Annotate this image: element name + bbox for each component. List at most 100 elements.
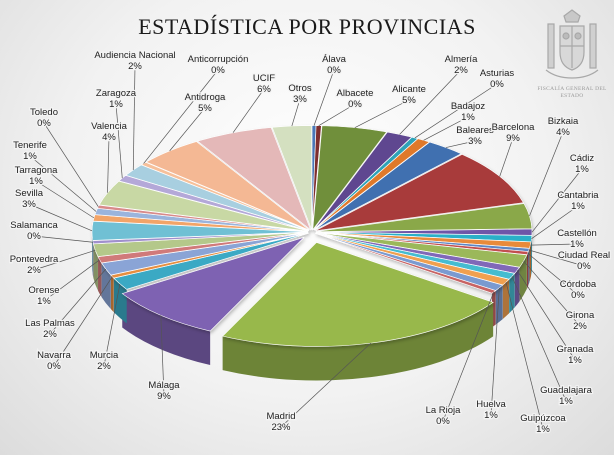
slice-label-13: Córdoba 0%: [560, 279, 597, 301]
slice-name: Málaga: [148, 380, 180, 391]
slice-label-14: Girona 2%: [566, 310, 595, 332]
slice-percent: 4%: [556, 127, 570, 138]
slice-percent: 1%: [23, 151, 37, 162]
slice-labels: Álava 0%Álava 0%Albacete 0%Albacete 0%Alican…: [8, 49, 611, 437]
slice-37: [196, 127, 312, 231]
slice-label-halo-10: Cantabria 1%: [557, 190, 599, 212]
slice-name: Guipúzcoa: [520, 413, 566, 424]
slice-name: Castellón: [557, 228, 597, 239]
slice-name: Murcia: [90, 350, 119, 361]
slice-side-17: [502, 279, 510, 319]
slice-7: [315, 154, 524, 232]
slice-label-halo-3: Almería 2%: [445, 54, 478, 76]
slice-percent: 6%: [257, 84, 271, 95]
slice-percent: 9%: [506, 133, 520, 144]
leader-line-28: [28, 203, 93, 232]
slice-name: Álava: [322, 54, 346, 65]
slice-percent: 1%: [575, 164, 589, 175]
logo: FISCALÍA GENERAL DEL ESTADO: [536, 8, 608, 108]
slice-name: Navarra: [37, 350, 72, 361]
slice-name: Albacete: [337, 88, 374, 99]
leader-line-6: [445, 140, 476, 148]
slice-label-2: Alicante 5%: [392, 84, 426, 106]
slice-label-7: Barcelona 9%: [492, 122, 535, 144]
leader-line-15: [516, 270, 576, 361]
slice-label-halo-1: Albacete 0%: [337, 88, 374, 110]
slice-2: [312, 125, 388, 231]
slice-label-halo-17: Guipúzcoa 1%: [520, 413, 566, 435]
slice-label-halo-36: Antidroga 5%: [185, 92, 226, 114]
slice-label-halo-6: Baleares 3%: [456, 125, 494, 147]
slice-name: Granada: [557, 344, 595, 355]
slice-label-halo-33: Zaragoza 1%: [96, 88, 137, 110]
slice-percent: 2%: [97, 361, 111, 372]
slice-label-halo-2: Alicante 5%: [392, 84, 426, 106]
slice-label-23: Navarra 0%: [37, 350, 72, 372]
slice-name: Baleares: [456, 125, 494, 136]
slice-label-32: Valencia 4%: [91, 121, 127, 143]
leader-line-20: [280, 342, 372, 428]
slice-name: Asturias: [480, 68, 515, 79]
slice-label-halo-18: Huelva 1%: [476, 399, 506, 421]
slice-side-14: [519, 254, 527, 302]
slice-percent: 0%: [348, 99, 362, 110]
slice-name: Sevilla: [15, 188, 44, 199]
slice-side-22: [113, 278, 127, 324]
slice-percent: 3%: [468, 136, 482, 147]
slice-name: Valencia: [91, 121, 127, 132]
slice-31: [97, 204, 309, 232]
slice-percent: 9%: [506, 133, 520, 144]
slice-label-halo-11: Castellón 1%: [557, 228, 597, 250]
slice-name: Badajoz: [451, 101, 486, 112]
slice-label-halo-26: Pontevedra 2%: [10, 254, 59, 276]
slice-name: Audiencia Nacional: [94, 50, 175, 61]
slice-name: Tarragona: [15, 165, 58, 176]
slice-name: Anticorrupción: [188, 54, 249, 65]
slice-label-9: Cádiz 1%: [570, 153, 595, 175]
slice-percent: 3%: [22, 199, 36, 210]
slice-name: Granada: [557, 344, 595, 355]
slice-percent: 0%: [571, 290, 585, 301]
leader-line-19: [442, 291, 495, 422]
slice-name: Alicante: [392, 84, 426, 95]
slice-label-halo-5: Badajoz 1%: [451, 101, 486, 123]
slice-percent: 1%: [536, 424, 550, 435]
slice-label-3: Almería 2%: [445, 54, 478, 76]
slice-percent: 0%: [577, 261, 591, 272]
slice-name: Salamanca: [10, 220, 58, 231]
slice-name: Murcia: [90, 350, 119, 361]
slice-name: Huelva: [476, 399, 506, 410]
slice-percent: 1%: [461, 112, 475, 123]
slice-percent: 1%: [461, 112, 475, 123]
slice-label-halo-20: Madrid 23%: [266, 411, 295, 433]
slice-label-17: Guipúzcoa 1%: [520, 413, 566, 435]
slice-name: Girona: [566, 310, 595, 321]
slice-label-6: Baleares 3%: [456, 125, 494, 147]
slice-side-11: [529, 241, 532, 283]
slice-name: Cádiz: [570, 153, 595, 164]
slice-name: Orense: [28, 285, 59, 296]
slice-percent: 5%: [198, 103, 212, 114]
slice-name: Anticorrupción: [188, 54, 249, 65]
leader-line-35: [143, 69, 219, 164]
slice-label-halo-32: Valencia 4%: [91, 121, 127, 143]
slice-name: Albacete: [337, 88, 374, 99]
slice-label-halo-4: Asturias 0%: [480, 68, 515, 90]
slice-name: La Rioja: [426, 405, 462, 416]
slice-percent: 1%: [559, 396, 573, 407]
slice-name: UCIF: [253, 73, 275, 84]
slice-name: Bizkaia: [548, 116, 579, 127]
slice-percent: 1%: [109, 99, 123, 110]
leader-line-8: [529, 131, 564, 217]
slice-name: Navarra: [37, 350, 72, 361]
slice-percent: 0%: [571, 290, 585, 301]
leader-line-22: [103, 283, 121, 367]
slice-8: [315, 203, 533, 232]
slice-percent: 2%: [454, 65, 468, 76]
slice-side-10: [531, 235, 532, 276]
slice-percent: 5%: [402, 95, 416, 106]
slice-side-16: [509, 273, 515, 314]
slice-percent: 1%: [29, 176, 43, 187]
slice-percent: 5%: [198, 103, 212, 114]
leader-line-11: [530, 243, 578, 246]
